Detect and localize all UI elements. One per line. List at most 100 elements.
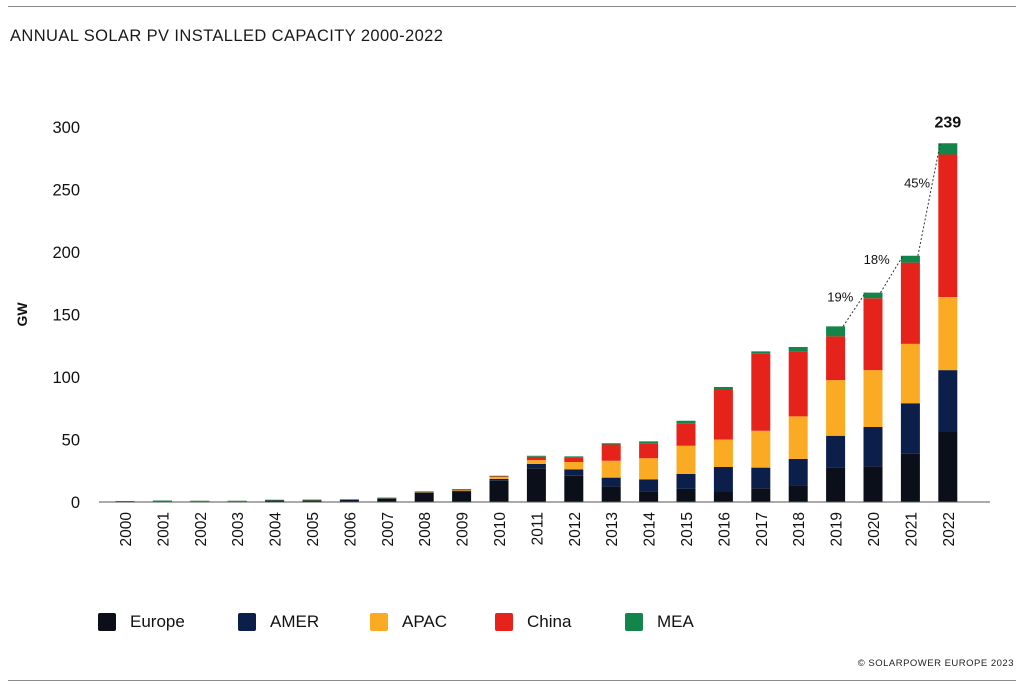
bar-segment-apac bbox=[526, 460, 546, 464]
bar-segment-mea bbox=[339, 499, 359, 500]
growth-label: 45% bbox=[904, 176, 930, 191]
bar-segment-china bbox=[713, 389, 733, 440]
x-tick-label: 2002 bbox=[193, 512, 210, 546]
y-tick-label: 300 bbox=[52, 119, 80, 137]
x-tick-label: 2016 bbox=[716, 512, 733, 546]
bar-segment-mea bbox=[115, 501, 135, 502]
legend-swatch bbox=[98, 613, 116, 631]
bar-segment-apac bbox=[751, 430, 771, 468]
x-tick-label: 2004 bbox=[268, 512, 285, 547]
bar-segment-apac bbox=[938, 297, 958, 371]
bar-segment-mea bbox=[826, 326, 846, 337]
bar-segment-europe bbox=[639, 491, 659, 502]
bar-segment-mea bbox=[938, 143, 958, 155]
chart-legend: Europe AMER APAC China MEA bbox=[98, 612, 705, 632]
y-tick-label: 100 bbox=[52, 369, 80, 387]
bar-segment-europe bbox=[826, 467, 846, 502]
bar-segment-china bbox=[639, 443, 659, 459]
bar-segment-mea bbox=[152, 500, 172, 502]
bar-segment-apac bbox=[676, 445, 696, 474]
bar-segment-mea bbox=[676, 420, 696, 424]
y-tick-label: 0 bbox=[71, 494, 80, 512]
legend-label: Europe bbox=[130, 612, 185, 631]
bar-segment-mea bbox=[489, 475, 509, 477]
total-label: 239 bbox=[934, 114, 961, 131]
legend-item-amer: AMER bbox=[238, 612, 370, 632]
bar-segment-china bbox=[601, 444, 621, 461]
bar-segment-mea bbox=[526, 455, 546, 457]
bar-segment-amer bbox=[265, 500, 285, 501]
legend-item-apac: APAC bbox=[370, 612, 495, 632]
bar-segment-amer bbox=[452, 490, 472, 492]
bar-segment-europe bbox=[564, 475, 584, 502]
legend-item-china: China bbox=[495, 612, 625, 632]
bar-segment-china bbox=[863, 298, 883, 371]
bar-segment-amer bbox=[377, 498, 397, 499]
copyright-footer: © SOLARPOWER EUROPE 2023 bbox=[857, 658, 1014, 669]
bar-segment-amer bbox=[639, 479, 659, 492]
legend-item-europe: Europe bbox=[98, 612, 238, 632]
bar-segment-apac bbox=[564, 462, 584, 470]
legend-label: APAC bbox=[402, 612, 448, 631]
bar-segment-europe bbox=[339, 500, 359, 502]
x-tick-label: 2003 bbox=[230, 512, 247, 546]
bar-segment-china bbox=[526, 456, 546, 461]
y-tick-label: 200 bbox=[52, 244, 80, 262]
bar-segment-amer bbox=[302, 500, 322, 501]
x-tick-label: 2018 bbox=[791, 512, 808, 546]
chart-title: ANNUAL SOLAR PV INSTALLED CAPACITY 2000-… bbox=[10, 27, 444, 45]
legend-label: China bbox=[527, 612, 572, 631]
bar-segment-apac bbox=[452, 489, 472, 491]
bar-segment-mea bbox=[564, 456, 584, 458]
bar-segment-apac bbox=[414, 491, 434, 493]
x-tick-label: 2011 bbox=[529, 512, 546, 545]
bar-segment-apac bbox=[639, 458, 659, 480]
bar-segment-mea bbox=[863, 292, 883, 299]
bar-segment-amer bbox=[564, 469, 584, 476]
x-tick-label: 2021 bbox=[903, 512, 920, 546]
bottom-rule bbox=[8, 680, 1016, 681]
bar-segment-europe bbox=[377, 498, 397, 502]
bar-segment-amer bbox=[489, 478, 509, 481]
top-rule bbox=[8, 6, 1016, 7]
bar-segment-amer bbox=[713, 467, 733, 492]
x-tick-label: 2001 bbox=[155, 512, 172, 546]
x-tick-label: 2009 bbox=[455, 512, 472, 546]
bar-segment-europe bbox=[713, 492, 733, 502]
legend-swatch bbox=[238, 613, 256, 631]
legend-swatch bbox=[495, 613, 513, 631]
growth-connector-line bbox=[917, 143, 941, 256]
bar-segment-mea bbox=[713, 387, 733, 390]
bar-segment-europe bbox=[676, 488, 696, 502]
x-tick-label: 2010 bbox=[492, 512, 509, 547]
bar-segment-amer bbox=[900, 403, 920, 454]
bar-segment-europe bbox=[452, 491, 472, 502]
bar-segment-china bbox=[788, 351, 808, 417]
growth-label: 18% bbox=[864, 252, 890, 267]
x-tick-label: 2020 bbox=[866, 512, 883, 547]
bar-segment-amer bbox=[826, 435, 846, 468]
bar-segment-china bbox=[489, 476, 509, 477]
bar-segment-amer bbox=[339, 499, 359, 501]
bar-segment-mea bbox=[190, 500, 210, 502]
bar-segment-mea bbox=[265, 499, 285, 501]
bar-segment-china bbox=[938, 154, 958, 297]
bar-segment-china bbox=[751, 353, 771, 431]
bar-segment-apac bbox=[489, 477, 509, 479]
legend-label: AMER bbox=[270, 612, 320, 631]
bar-segment-amer bbox=[751, 467, 771, 489]
bar-segment-europe bbox=[788, 485, 808, 502]
bar-segment-amer bbox=[414, 492, 434, 493]
x-tick-label: 2017 bbox=[754, 512, 771, 546]
bar-segment-china bbox=[676, 423, 696, 446]
bar-segment-amer bbox=[788, 458, 808, 486]
bar-segment-europe bbox=[302, 500, 322, 502]
x-tick-label: 2008 bbox=[417, 512, 434, 546]
y-axis-label: GW bbox=[14, 302, 30, 327]
bar-segment-europe bbox=[751, 488, 771, 502]
bar-segment-apac bbox=[601, 460, 621, 478]
x-tick-label: 2013 bbox=[604, 512, 621, 546]
bar-segment-china bbox=[826, 336, 846, 381]
bar-segment-mea bbox=[788, 347, 808, 352]
